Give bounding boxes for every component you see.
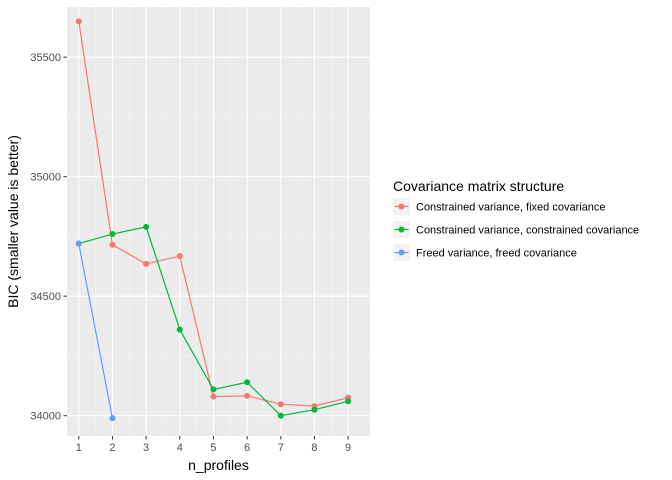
data-point — [210, 386, 217, 393]
y-tick-label: 34000 — [30, 411, 61, 423]
y-tick-label: 34500 — [30, 291, 61, 303]
y-axis-title: BIC (smaller value is better) — [5, 135, 21, 308]
x-axis-title: n_profiles — [188, 457, 249, 473]
data-point — [277, 401, 284, 408]
x-tick-label: 7 — [278, 442, 284, 454]
data-point — [75, 240, 82, 247]
legend: Covariance matrix structure Constrained … — [393, 178, 639, 261]
y-tick-label: 35000 — [30, 172, 61, 184]
data-point — [311, 406, 318, 413]
legend-label: Freed variance, freed covariance — [416, 248, 577, 260]
data-point — [176, 253, 183, 260]
data-point — [277, 412, 284, 419]
data-point — [75, 18, 82, 25]
data-point — [345, 398, 352, 405]
legend-item: Freed variance, freed covariance — [393, 244, 577, 261]
legend-key-point — [398, 249, 405, 256]
x-tick-label: 6 — [244, 442, 250, 454]
legend-key-point — [398, 203, 405, 210]
series-3 — [75, 240, 116, 422]
legend-key-point — [398, 226, 405, 233]
major-gridlines — [67, 7, 370, 436]
legend-label: Constrained variance, fixed covariance — [416, 202, 606, 214]
legend-items: Constrained variance, fixed covariance Co… — [393, 198, 639, 261]
data-point — [109, 415, 116, 422]
x-tick-label: 9 — [345, 442, 351, 454]
data-point — [210, 393, 217, 400]
data-point — [244, 392, 251, 399]
data-point — [143, 260, 150, 267]
plot-panel — [67, 7, 370, 436]
x-tick-label: 1 — [76, 442, 82, 454]
data-point — [244, 379, 251, 386]
x-tick-label: 2 — [109, 442, 115, 454]
y-tick-label: 35500 — [30, 52, 61, 64]
data-point — [143, 223, 150, 230]
series-layer — [75, 18, 352, 422]
x-tick-label: 3 — [143, 442, 149, 454]
legend-item: Constrained variance, fixed covariance — [393, 198, 606, 215]
legend-item: Constrained variance, constrained covari… — [393, 221, 639, 238]
x-tick-label: 4 — [177, 442, 183, 454]
legend-label: Constrained variance, constrained covari… — [416, 225, 639, 237]
series-line — [78, 243, 114, 419]
data-point — [176, 326, 183, 333]
x-tick-label: 5 — [210, 442, 216, 454]
tick-labels: 34000 34500 35000 35500 1 2 3 4 5 6 7 8 9 — [30, 52, 351, 454]
minor-gridlines — [67, 7, 370, 436]
x-tick-label: 8 — [311, 442, 317, 454]
axis-ticks — [63, 56, 349, 440]
data-point — [109, 231, 116, 238]
data-point — [109, 241, 116, 248]
legend-title: Covariance matrix structure — [393, 178, 564, 194]
